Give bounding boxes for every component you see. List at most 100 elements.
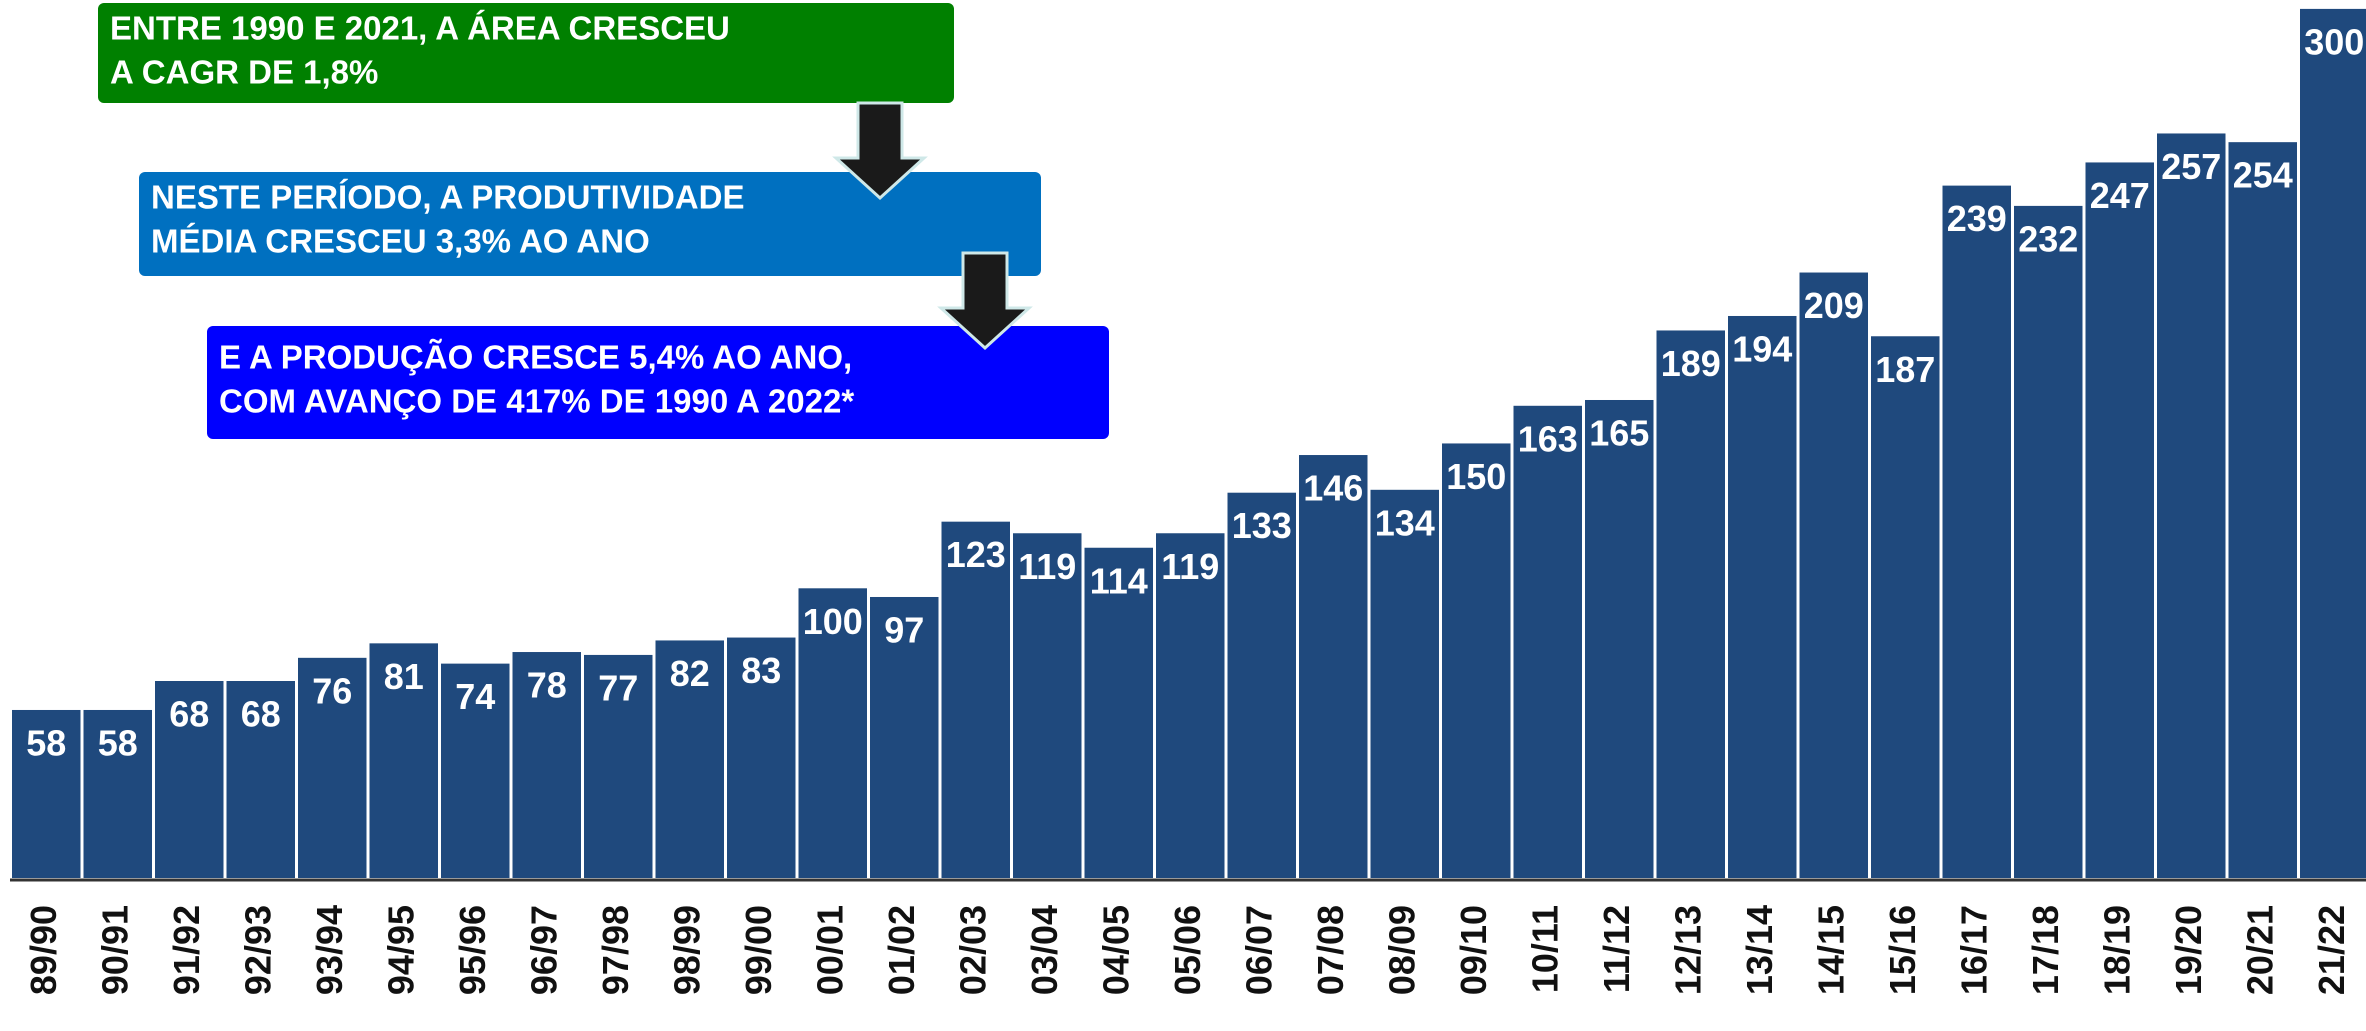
value-label: 194 — [1732, 328, 1792, 369]
annotation-text: NESTE PERÍODO, A PRODUTIVIDADE — [151, 179, 744, 216]
value-label: 119 — [1018, 546, 1076, 587]
x-tick-label: 95/96 — [452, 905, 493, 995]
bar — [1013, 533, 1082, 878]
x-tick-label: 08/09 — [1381, 905, 1422, 995]
value-label: 68 — [241, 694, 281, 735]
annotation-text: E A PRODUÇÃO CRESCE 5,4% AO ANO, — [219, 339, 852, 376]
bar — [226, 681, 295, 878]
x-tick-label: 96/97 — [523, 905, 564, 995]
value-label: 187 — [1875, 349, 1935, 390]
value-label: 97 — [884, 610, 924, 651]
x-tick-label: 15/16 — [1882, 905, 1923, 995]
bar — [584, 654, 653, 878]
x-tick-label: 90/91 — [94, 905, 135, 995]
bar — [369, 643, 438, 878]
annotation-box — [207, 326, 1109, 439]
x-tick-label: 09/10 — [1453, 905, 1494, 995]
x-tick-label: 14/15 — [1810, 905, 1851, 995]
x-tick-label: 19/20 — [2168, 905, 2209, 995]
x-tick-label: 04/05 — [1095, 905, 1136, 995]
bar — [2014, 205, 2083, 878]
x-tick-label: 07/08 — [1310, 905, 1351, 995]
bar — [1585, 399, 1654, 878]
value-label: 74 — [455, 676, 495, 717]
x-tick-label: 21/22 — [2311, 905, 2352, 995]
value-label: 146 — [1303, 468, 1363, 509]
bar — [1513, 405, 1582, 878]
value-label: 134 — [1375, 502, 1435, 543]
x-tick-label: 17/18 — [2025, 905, 2066, 995]
bar — [155, 681, 224, 878]
bar — [1227, 492, 1296, 878]
annotation-text: MÉDIA CRESCEU 3,3% AO ANO — [151, 223, 650, 260]
value-label: 76 — [312, 670, 352, 711]
x-tick-label: 98/99 — [666, 905, 707, 995]
bar — [1871, 336, 1940, 878]
x-tick-label: 12/13 — [1667, 905, 1708, 995]
x-tick-label: 05/06 — [1167, 905, 1208, 995]
bar — [727, 637, 796, 878]
bar — [2228, 142, 2297, 879]
x-tick-label: 97/98 — [595, 905, 636, 995]
value-label: 77 — [598, 667, 638, 708]
bar — [1728, 315, 1797, 878]
arrow — [937, 251, 1033, 351]
bar — [1370, 489, 1439, 878]
annotation-text: COM AVANÇO DE 417% DE 1990 A 2022* — [219, 383, 854, 420]
value-label: 123 — [946, 534, 1006, 575]
value-label: 239 — [1947, 198, 2007, 239]
annotation-text: ENTRE 1990 E 2021, A ÁREA CRESCEU — [110, 10, 730, 47]
bar — [1942, 185, 2011, 878]
value-label: 254 — [2233, 155, 2293, 196]
value-label: 247 — [2090, 175, 2150, 216]
value-label: 100 — [803, 601, 863, 642]
bar — [83, 709, 152, 878]
value-label: 163 — [1518, 418, 1578, 459]
bar — [870, 596, 939, 878]
bar — [941, 521, 1010, 878]
x-tick-label: 03/04 — [1024, 905, 1065, 995]
bar — [2300, 8, 2366, 878]
value-label: 257 — [2161, 146, 2221, 187]
bar — [1156, 533, 1225, 878]
annotation-box — [98, 3, 954, 103]
value-label: 133 — [1232, 505, 1292, 546]
x-tick-label: 13/14 — [1739, 905, 1780, 995]
annotation-text: A CAGR DE 1,8% — [110, 54, 378, 91]
value-label: 209 — [1804, 285, 1864, 326]
bar — [1442, 443, 1511, 878]
x-tick-label: 89/90 — [23, 905, 64, 995]
annotation-box — [139, 172, 1041, 276]
value-label: 83 — [741, 650, 781, 691]
x-tick-label: 00/01 — [809, 905, 850, 995]
value-label: 300 — [2304, 21, 2364, 62]
bar — [441, 663, 510, 878]
arrow — [832, 101, 928, 201]
bar — [1799, 272, 1868, 879]
x-tick-label: 99/00 — [738, 905, 779, 995]
value-label: 68 — [169, 694, 209, 735]
value-label: 232 — [2018, 218, 2078, 259]
x-tick-label: 91/92 — [166, 905, 207, 995]
value-label: 81 — [384, 656, 424, 697]
bar — [655, 640, 724, 878]
value-label: 189 — [1661, 343, 1721, 384]
value-label: 58 — [98, 722, 138, 763]
x-tick-label: 10/11 — [1524, 905, 1565, 993]
bar — [1299, 455, 1368, 878]
bar — [298, 657, 367, 878]
x-tick-label: 11/12 — [1596, 905, 1637, 993]
bar — [798, 588, 867, 878]
x-tick-label: 02/03 — [952, 905, 993, 995]
value-label: 150 — [1446, 456, 1506, 497]
x-tick-label: 94/95 — [380, 905, 421, 995]
bar — [2085, 162, 2154, 879]
value-label: 82 — [670, 653, 710, 694]
value-label: 165 — [1589, 413, 1649, 454]
x-tick-label: 20/21 — [2239, 905, 2280, 995]
bar — [1084, 547, 1153, 878]
x-tick-label: 92/93 — [237, 905, 278, 995]
x-tick-label: 16/17 — [1953, 905, 1994, 995]
bar — [1656, 330, 1725, 878]
